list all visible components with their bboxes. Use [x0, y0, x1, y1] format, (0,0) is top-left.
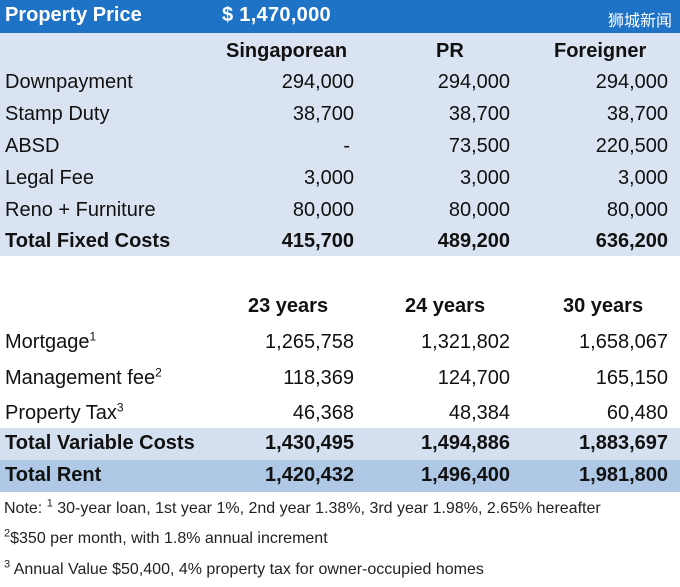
footnote-marker: 2 — [4, 527, 11, 540]
cell-23-years: 1,420,432 — [265, 464, 354, 486]
row-label: ABSD — [5, 135, 60, 157]
table-row: Stamp Duty 38,700 38,700 38,700 — [0, 99, 680, 131]
watermark: 狮城新闻 — [607, 11, 672, 30]
fixed-header-row: Singaporean PR Foreigner — [0, 36, 680, 68]
cell-24-years: 1,321,802 — [421, 331, 510, 353]
cell-foreigner: 220,500 — [595, 135, 668, 157]
cell-23-years: 46,368 — [292, 402, 354, 424]
row-label: Management fee2 — [5, 365, 162, 390]
row-label-text: Management fee — [5, 367, 156, 389]
total-variable-costs-row: Total Variable Costs 1,430,495 1,494,886… — [0, 428, 680, 460]
cell-foreigner: 38,700 — [606, 103, 668, 125]
cell-singaporean: - — [343, 135, 350, 157]
property-price-label: Property Price — [5, 4, 142, 26]
cell-30-years: 1,883,697 — [579, 432, 668, 454]
cell-foreigner: 3,000 — [617, 167, 668, 189]
col-header-singaporean: Singaporean — [226, 40, 348, 62]
row-label: Reno + Furniture — [5, 199, 156, 221]
col-header-foreigner: Foreigner — [554, 40, 647, 62]
fixed-costs-section — [0, 33, 680, 256]
row-label: Mortgage1 — [5, 329, 97, 354]
row-label: Stamp Duty — [5, 103, 110, 125]
cell-pr: 294,000 — [437, 71, 510, 93]
cell-pr: 3,000 — [459, 167, 510, 189]
col-header-30-years: 30 years — [563, 295, 644, 317]
table-row: Downpayment 294,000 294,000 294,000 — [0, 67, 680, 99]
cell-23-years: 1,430,495 — [265, 432, 354, 454]
cell-foreigner: 294,000 — [595, 71, 668, 93]
footnote-marker: 2 — [155, 365, 162, 380]
note-text: $350 per month, with 1.8% annual increme… — [10, 530, 328, 547]
variable-header-row: 23 years 24 years 30 years — [0, 291, 680, 323]
footnote-2: 2$350 per month, with 1.8% annual increm… — [4, 527, 328, 548]
cell-pr: 80,000 — [448, 199, 510, 221]
cell-pr: 489,200 — [437, 230, 510, 252]
total-fixed-costs-row: Total Fixed Costs 415,700 489,200 636,20… — [0, 226, 680, 258]
row-label: Downpayment — [5, 71, 133, 93]
cell-foreigner: 80,000 — [606, 199, 668, 221]
property-price-value: $ 1,470,000 — [222, 4, 331, 26]
note-text: Annual Value $50,400, 4% property tax fo… — [10, 561, 484, 578]
cell-singaporean: 415,700 — [281, 230, 354, 252]
cell-foreigner: 636,200 — [595, 230, 668, 252]
cell-23-years: 118,369 — [283, 367, 354, 389]
cell-pr: 73,500 — [448, 135, 510, 157]
row-label-text: Property Tax — [5, 402, 117, 424]
row-label: Property Tax3 — [5, 400, 124, 425]
cell-24-years: 1,494,886 — [421, 432, 510, 454]
table-row: Mortgage1 1,265,758 1,321,802 1,658,067 — [0, 327, 680, 359]
cell-30-years: 1,981,800 — [579, 464, 668, 486]
note-prefix: Note: — [4, 500, 47, 517]
footnote-marker: 1 — [89, 329, 97, 344]
cell-singaporean: 80,000 — [292, 199, 354, 221]
header-bar: Property Price $ 1,470,000 狮城新闻 — [0, 0, 680, 33]
table-row: Management fee2 118,369 124,700 165,150 — [0, 363, 680, 395]
row-label: Total Variable Costs — [5, 432, 195, 454]
footnote-marker: 1 — [46, 497, 53, 510]
table-row: Legal Fee 3,000 3,000 3,000 — [0, 163, 680, 195]
cell-singaporean: 294,000 — [281, 71, 354, 93]
cell-24-years: 1,496,400 — [421, 464, 510, 486]
cell-30-years: 1,658,067 — [579, 331, 668, 353]
total-rent-row: Total Rent 1,420,432 1,496,400 1,981,800 — [0, 460, 680, 492]
footnote-marker: 3 — [116, 400, 124, 415]
row-label: Total Rent — [5, 464, 102, 486]
cell-singaporean: 3,000 — [303, 167, 354, 189]
footnote-1: Note: 1 30-year loan, 1st year 1%, 2nd y… — [4, 497, 601, 518]
row-label: Legal Fee — [5, 167, 94, 189]
cell-pr: 38,700 — [448, 103, 510, 125]
col-header-pr: PR — [436, 40, 464, 62]
cell-24-years: 124,700 — [437, 367, 510, 389]
footnote-marker: 3 — [4, 558, 11, 571]
cell-singaporean: 38,700 — [292, 103, 354, 125]
note-text: 30-year loan, 1st year 1%, 2nd year 1.38… — [52, 500, 601, 517]
cell-30-years: 165,150 — [595, 367, 668, 389]
cell-23-years: 1,265,758 — [265, 331, 354, 353]
row-label: Total Fixed Costs — [5, 230, 171, 252]
footnote-3: 3 Annual Value $50,400, 4% property tax … — [4, 558, 484, 579]
table-row: ABSD - 73,500 220,500 — [0, 131, 680, 163]
cell-30-years: 60,480 — [606, 402, 668, 424]
col-header-23-years: 23 years — [248, 295, 329, 317]
row-label-text: Mortgage — [5, 331, 90, 353]
table-row: Reno + Furniture 80,000 80,000 80,000 — [0, 195, 680, 227]
cell-24-years: 48,384 — [448, 402, 510, 424]
table-row: Property Tax3 46,368 48,384 60,480 — [0, 398, 680, 430]
col-header-24-years: 24 years — [405, 295, 486, 317]
